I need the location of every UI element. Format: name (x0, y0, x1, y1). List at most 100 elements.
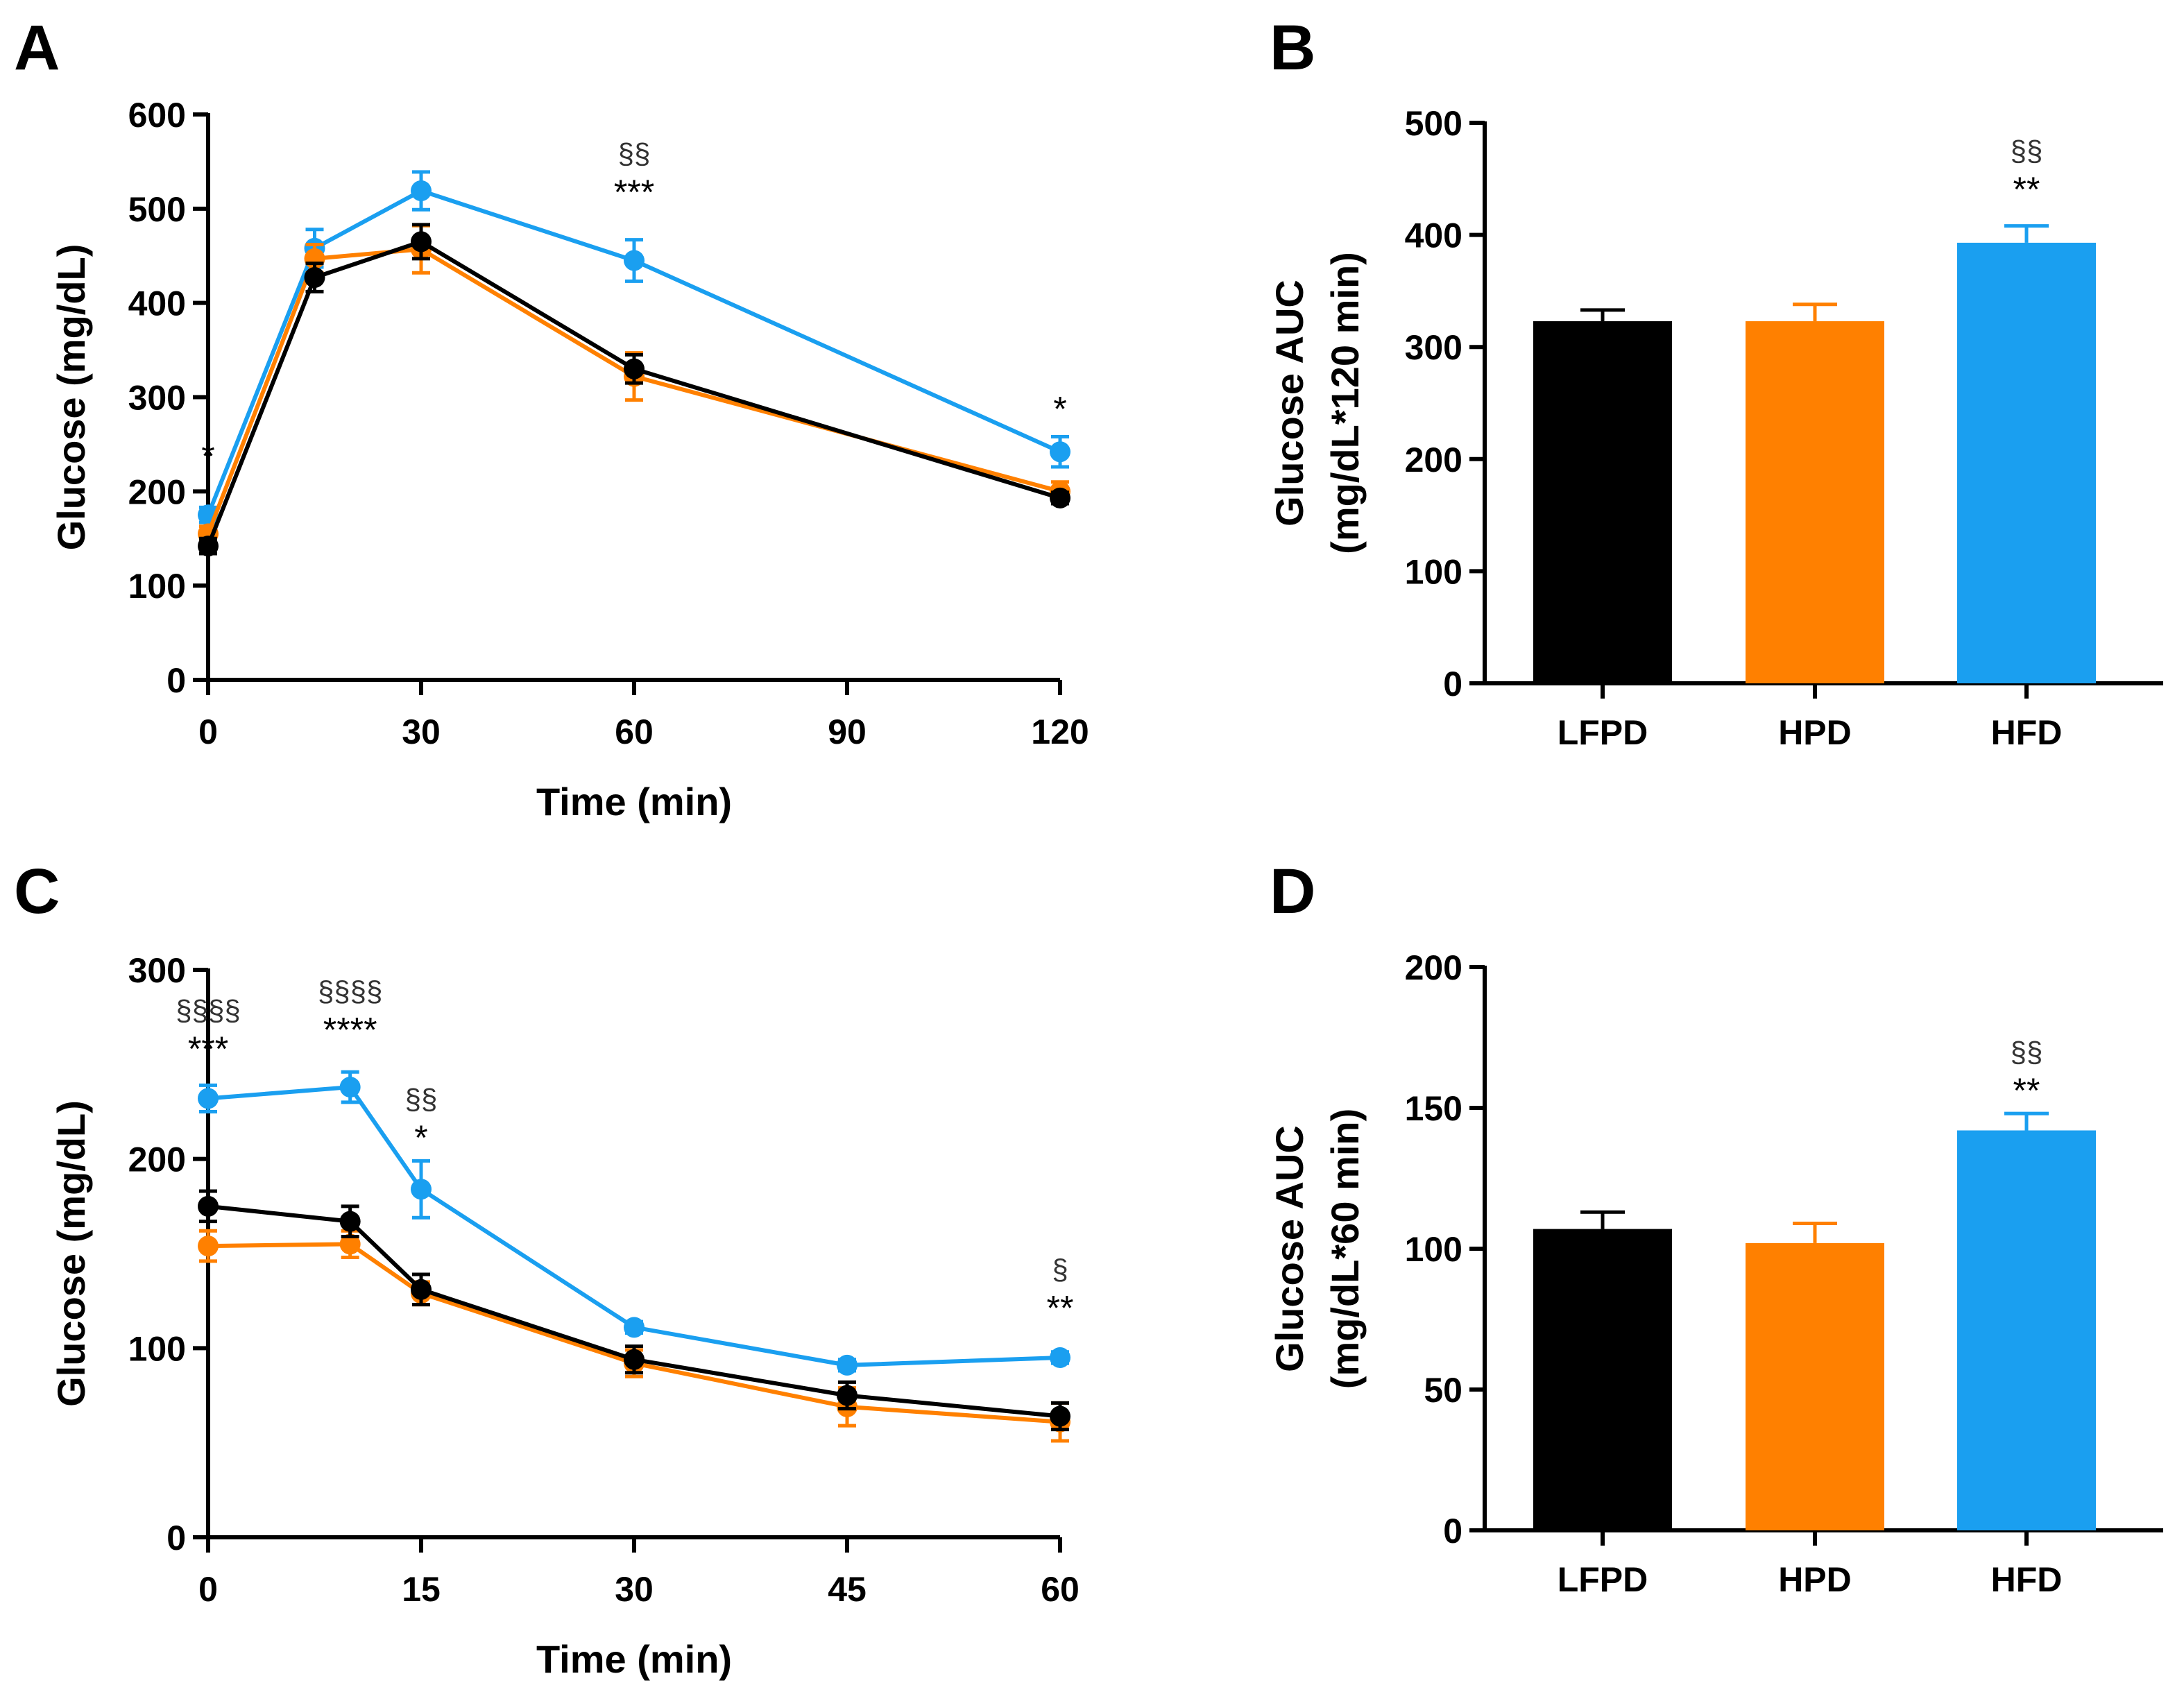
data-point-hfd (837, 1354, 858, 1376)
data-point-hfd (411, 180, 432, 202)
panel-letter-c: C (14, 856, 60, 927)
y-tick-label-a: 100 (128, 567, 186, 606)
x-tick-label-c: 45 (828, 1570, 867, 1609)
x-tick-label-a: 90 (828, 712, 867, 751)
y-tick-label-a: 400 (128, 284, 186, 323)
significance-section-marks: §§ (2011, 135, 2043, 167)
y-axis-title-a: Glucose (mg/dL) (49, 244, 93, 551)
panel-c: C 0 100 200 300 0 15 30 45 60 Glucose (mg/dL) Time… (14, 856, 1080, 1681)
data-point-lfpd (411, 231, 432, 253)
data-point-hfd (411, 1179, 432, 1200)
panel-d: D 0 50 100 150 200 Glucose AUC (mg/dL*60 min) L… (1268, 856, 2163, 1599)
x-tick-label-c: 30 (615, 1570, 654, 1609)
data-point-hpd (339, 1233, 361, 1255)
y-tick-label-b: 400 (1405, 216, 1462, 255)
x-axis-title-c: Time (min) (536, 1637, 732, 1681)
bar-hpd (1746, 321, 1884, 684)
y-tick-label-c: 0 (167, 1519, 186, 1557)
significance-section-marks: §§ (618, 137, 651, 170)
y-axis-title-b: Glucose AUC (1268, 280, 1311, 527)
category-label-hpd: HPD (1778, 713, 1852, 752)
data-point-lfpd (198, 536, 219, 557)
x-tick-label-c: 60 (1041, 1570, 1080, 1609)
data-point-lfpd (624, 358, 645, 379)
series-line-hpd (207, 1242, 1061, 1424)
x-tick-label-c: 0 (198, 1570, 218, 1609)
significance-stars: * (414, 1118, 427, 1157)
y-tick-label-c: 100 (128, 1329, 186, 1368)
x-tick-label-c: 15 (402, 1570, 441, 1609)
x-tick-label-a: 120 (1031, 712, 1089, 751)
y-axis-title-c: Glucose (mg/dL) (49, 1100, 93, 1407)
significance-stars: * (1053, 389, 1066, 428)
data-point-hpd (198, 1236, 219, 1257)
significance-section-marks: §§ (405, 1083, 438, 1116)
y-tick-label-c: 200 (128, 1140, 186, 1179)
significance-section-marks: §§ (2011, 1036, 2043, 1068)
y-tick-label-d: 200 (1405, 948, 1462, 987)
data-point-hfd (339, 1077, 361, 1098)
significance-stars: * (201, 436, 214, 475)
series-line-hfd (207, 1085, 1061, 1367)
y-tick-label-b: 0 (1443, 665, 1462, 703)
y-tick-label-a: 200 (128, 472, 186, 511)
y-tick-label-d: 0 (1443, 1512, 1462, 1550)
data-point-hfd (1050, 1347, 1070, 1368)
data-point-lfpd (1050, 487, 1070, 509)
series-line-lfpd (207, 1204, 1061, 1419)
data-point-lfpd (1050, 1405, 1070, 1427)
y-tick-label-a: 600 (128, 96, 186, 135)
significance-stars: ** (1047, 1288, 1074, 1327)
significance-section-marks: §§§§ (318, 975, 382, 1008)
bar-hfd (1957, 242, 2096, 683)
y-tick-label-b: 100 (1405, 552, 1462, 591)
data-point-hfd (624, 1317, 645, 1338)
significance-stars: ** (2013, 1071, 2040, 1110)
data-point-lfpd (411, 1279, 432, 1300)
y-tick-label-d: 100 (1405, 1230, 1462, 1269)
y-axis-title-d: Glucose AUC (1268, 1125, 1311, 1372)
data-point-lfpd (198, 1195, 219, 1217)
bar-hpd (1746, 1242, 1884, 1530)
significance-section-marks: §§§§ (176, 994, 240, 1027)
significance-stars: *** (614, 173, 654, 212)
x-tick-label-a: 0 (198, 712, 218, 751)
y-tick-label-d: 150 (1405, 1089, 1462, 1128)
y-tick-label-a: 500 (128, 190, 186, 229)
panel-letter-d: D (1270, 856, 1315, 927)
y-tick-label-d: 50 (1424, 1371, 1462, 1410)
y-tick-label-a: 300 (128, 379, 186, 418)
x-axis-title-a: Time (min) (536, 780, 732, 823)
category-label-hfd: HFD (1991, 1560, 2063, 1599)
panel-a: A 0 100 200 300 400 500 600 0 30 60 90 120 Glucose (… (14, 12, 1089, 823)
data-point-hfd (198, 1088, 219, 1109)
significance-section-marks: § (1052, 1253, 1068, 1285)
data-point-hfd (624, 250, 645, 271)
y-tick-label-c: 300 (128, 951, 186, 990)
data-point-lfpd (339, 1211, 361, 1232)
category-label-lfpd: LFPD (1558, 713, 1648, 752)
data-point-lfpd (837, 1385, 858, 1406)
bar-lfpd (1533, 321, 1672, 684)
bar-hfd (1957, 1130, 2096, 1530)
y-tick-label-b: 200 (1405, 441, 1462, 479)
category-label-hpd: HPD (1778, 1560, 1852, 1599)
panel-letter-a: A (14, 12, 60, 83)
x-tick-label-a: 60 (615, 712, 654, 751)
category-label-lfpd: LFPD (1558, 1560, 1648, 1599)
y-tick-label-b: 300 (1405, 328, 1462, 367)
significance-stars: *** (188, 1029, 228, 1068)
panel-b: B 0 100 200 300 400 500 Glucose AUC (mg/dL*120 … (1268, 12, 2163, 752)
data-point-hfd (1050, 441, 1070, 463)
y-axis-subtitle-b: (mg/dL*120 min) (1323, 252, 1367, 554)
panel-letter-b: B (1270, 12, 1315, 83)
y-tick-label-a: 0 (167, 661, 186, 700)
data-point-lfpd (624, 1349, 645, 1370)
data-point-lfpd (304, 266, 325, 288)
significance-stars: ** (2013, 170, 2040, 209)
y-axis-subtitle-d: (mg/dL*60 min) (1323, 1109, 1367, 1389)
category-label-hfd: HFD (1991, 713, 2063, 752)
significance-stars: **** (323, 1011, 377, 1050)
y-tick-label-b: 500 (1405, 104, 1462, 143)
